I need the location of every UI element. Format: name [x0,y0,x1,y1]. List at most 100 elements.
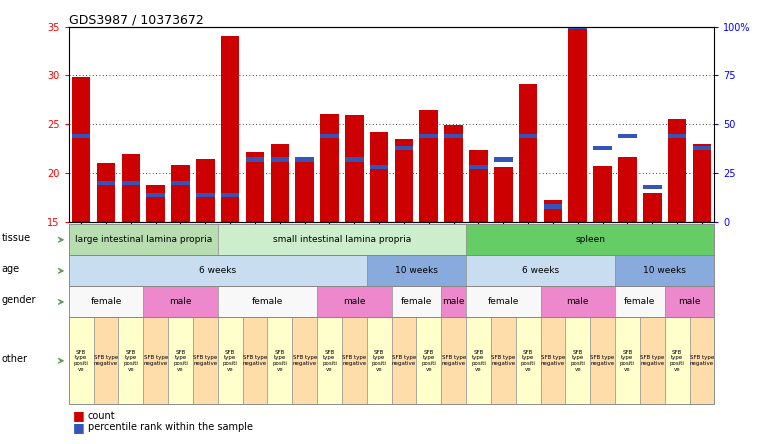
Text: ■: ■ [73,420,84,434]
Text: 10 weeks: 10 weeks [643,266,686,275]
Bar [643,185,662,189]
Text: ■: ■ [73,409,84,423]
Text: small intestinal lamina propria: small intestinal lamina propria [273,235,411,244]
Bar [320,134,338,138]
Text: SFB
type
positi
ve: SFB type positi ve [223,349,238,372]
Text: large intestinal lamina propria: large intestinal lamina propria [75,235,212,244]
Bar [519,84,537,222]
Bar [345,157,364,162]
Bar [618,134,636,138]
Bar [370,165,388,170]
Text: SFB type
negative: SFB type negative [144,355,168,366]
Bar [395,139,413,222]
Text: SFB
type
positi
ve: SFB type positi ve [124,349,138,372]
Bar [693,144,711,222]
Bar [147,193,165,197]
Bar [171,181,189,185]
Bar [519,134,537,138]
Bar [246,157,264,162]
Text: SFB type
negative: SFB type negative [491,355,516,366]
Text: tissue: tissue [2,233,31,242]
Text: SFB
type
positi
ve: SFB type positi ve [422,349,436,372]
Text: SFB type
negative: SFB type negative [591,355,615,366]
Bar [544,204,562,209]
Bar [270,144,289,222]
Bar [668,119,686,222]
Bar [395,146,413,150]
Text: SFB
type
positi
ve: SFB type positi ve [571,349,585,372]
Text: SFB type
negative: SFB type negative [640,355,665,366]
Text: male: male [567,297,589,306]
Text: spleen: spleen [575,235,605,244]
Text: male: male [678,297,701,306]
Bar [121,154,140,222]
Text: SFB
type
positi
ve: SFB type positi ve [322,349,337,372]
Text: male: male [170,297,192,306]
Bar [270,157,289,162]
Bar [594,166,612,222]
Bar [320,114,338,222]
Text: SFB type
negative: SFB type negative [193,355,218,366]
Text: 6 weeks: 6 weeks [199,266,236,275]
Text: SFB type
negative: SFB type negative [392,355,416,366]
Bar [419,110,438,222]
Text: male: male [442,297,465,306]
Text: SFB
type
positi
ve: SFB type positi ve [273,349,287,372]
Text: 10 weeks: 10 weeks [395,266,438,275]
Text: SFB type
negative: SFB type negative [243,355,267,366]
Bar [296,160,314,222]
Text: SFB
type
positi
ve: SFB type positi ve [471,349,486,372]
Text: female: female [487,297,519,306]
Bar [494,157,513,162]
Text: count: count [88,411,115,421]
Bar [296,157,314,162]
Bar [97,163,115,222]
Text: SFB
type
positi
ve: SFB type positi ve [620,349,635,372]
Bar [147,185,165,222]
Text: SFB type
negative: SFB type negative [442,355,466,366]
Bar [568,28,587,222]
Text: female: female [624,297,656,306]
Bar [544,199,562,222]
Text: SFB
type
positi
ve: SFB type positi ve [670,349,685,372]
Bar [121,181,140,185]
Bar [445,125,463,222]
Bar [97,181,115,185]
Text: male: male [343,297,365,306]
Text: SFB type
negative: SFB type negative [94,355,118,366]
Bar [469,165,487,170]
Bar [643,193,662,222]
Text: female: female [400,297,432,306]
Text: gender: gender [2,295,36,305]
Text: SFB
type
positi
ve: SFB type positi ve [173,349,188,372]
Text: SFB type
negative: SFB type negative [541,355,565,366]
Text: SFB
type
positi
ve: SFB type positi ve [521,349,536,372]
Bar [668,134,686,138]
Bar [469,150,487,222]
Bar [72,77,90,222]
Bar [246,152,264,222]
Text: other: other [2,353,28,364]
Bar [693,146,711,150]
Text: percentile rank within the sample: percentile rank within the sample [88,422,253,432]
Bar [419,134,438,138]
Bar [494,167,513,222]
Bar [345,115,364,222]
Bar [594,146,612,150]
Bar [221,36,239,222]
Bar [618,157,636,222]
Bar [370,132,388,222]
Text: SFB
type
positi
ve: SFB type positi ve [372,349,387,372]
Text: 6 weeks: 6 weeks [522,266,559,275]
Text: SFB
type
positi
ve: SFB type positi ve [74,349,89,372]
Text: age: age [2,264,20,274]
Bar [445,134,463,138]
Text: SFB type
negative: SFB type negative [293,355,317,366]
Bar [72,134,90,138]
Text: GDS3987 / 10373672: GDS3987 / 10373672 [69,13,203,26]
Bar [196,159,215,222]
Text: female: female [90,297,121,306]
Text: female: female [251,297,283,306]
Bar [171,165,189,222]
Text: SFB type
negative: SFB type negative [690,355,714,366]
